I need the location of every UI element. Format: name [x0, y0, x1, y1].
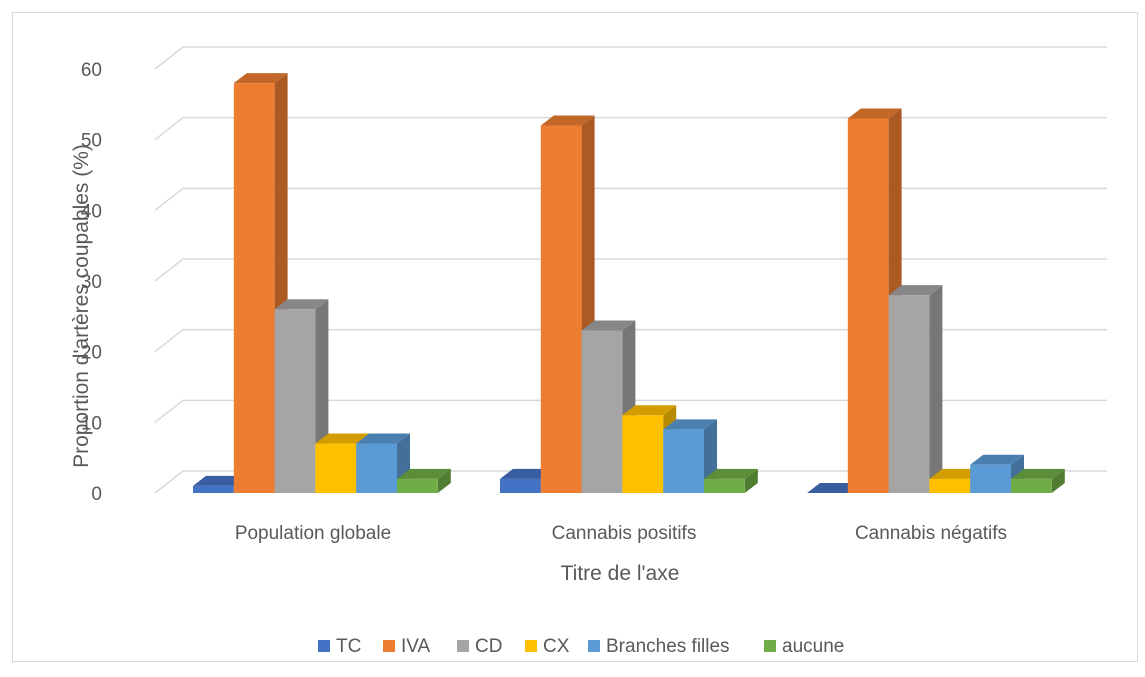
category-label: Cannabis positifs [552, 523, 697, 544]
gridline [154, 399, 1107, 423]
legend-swatch [764, 640, 776, 652]
y-tick-label: 10 [81, 413, 102, 434]
legend-label: CD [475, 636, 502, 657]
y-tick-label: 60 [81, 60, 102, 81]
category-label: Population globale [235, 523, 391, 544]
gridline [154, 470, 1107, 494]
legend-label: IVA [401, 636, 431, 657]
bar-iva-1 [540, 115, 595, 494]
legend: TC IVA CD CX Branches filles aucune [318, 636, 844, 657]
category-labels: Population globale Cannabis positifs Canna… [235, 523, 1007, 544]
y-tick-label: 0 [91, 484, 102, 505]
bar-branches-filles-0 [356, 433, 410, 493]
gridline [154, 46, 1107, 70]
legend-item-cx: CX [525, 636, 570, 657]
y-tick-label: 30 [81, 272, 102, 293]
y-axis-title: Proportion d'artères coupables (%) [70, 144, 93, 468]
legend-label: aucune [782, 636, 844, 657]
legend-item-tc: TC [318, 636, 361, 657]
gridline [154, 116, 1107, 141]
legend-label: TC [336, 636, 361, 657]
legend-item-cd: CD [457, 636, 502, 657]
gridline [154, 187, 1107, 211]
legend-item-branches-filles: Branches filles [588, 636, 730, 657]
legend-item-iva: IVA [383, 636, 431, 657]
bar-tc-2 [807, 483, 861, 493]
legend-swatch [383, 640, 395, 652]
legend-swatch [457, 640, 469, 652]
legend-swatch [525, 640, 537, 652]
legend-item-aucune: aucune [764, 636, 844, 657]
legend-swatch [588, 640, 600, 652]
category-label: Cannabis négatifs [855, 523, 1007, 544]
gridline [154, 258, 1107, 282]
gridline [154, 328, 1107, 353]
y-tick-label: 20 [81, 343, 102, 364]
gridlines [154, 46, 1107, 494]
bar-aucune-1 [704, 468, 758, 493]
y-tick-label: 40 [81, 201, 102, 222]
bar-aucune-2 [1011, 468, 1065, 493]
x-axis-title: Titre de l'axe [561, 562, 680, 585]
legend-label: Branches filles [606, 636, 730, 657]
legend-swatch [318, 640, 330, 652]
bar-cd-2 [888, 285, 943, 493]
bars [193, 73, 1065, 494]
bar-aucune-0 [397, 468, 451, 493]
legend-label: CX [543, 636, 570, 657]
y-axis-ticks: 0 10 20 30 40 50 60 [81, 60, 102, 505]
y-tick-label: 50 [81, 131, 102, 152]
